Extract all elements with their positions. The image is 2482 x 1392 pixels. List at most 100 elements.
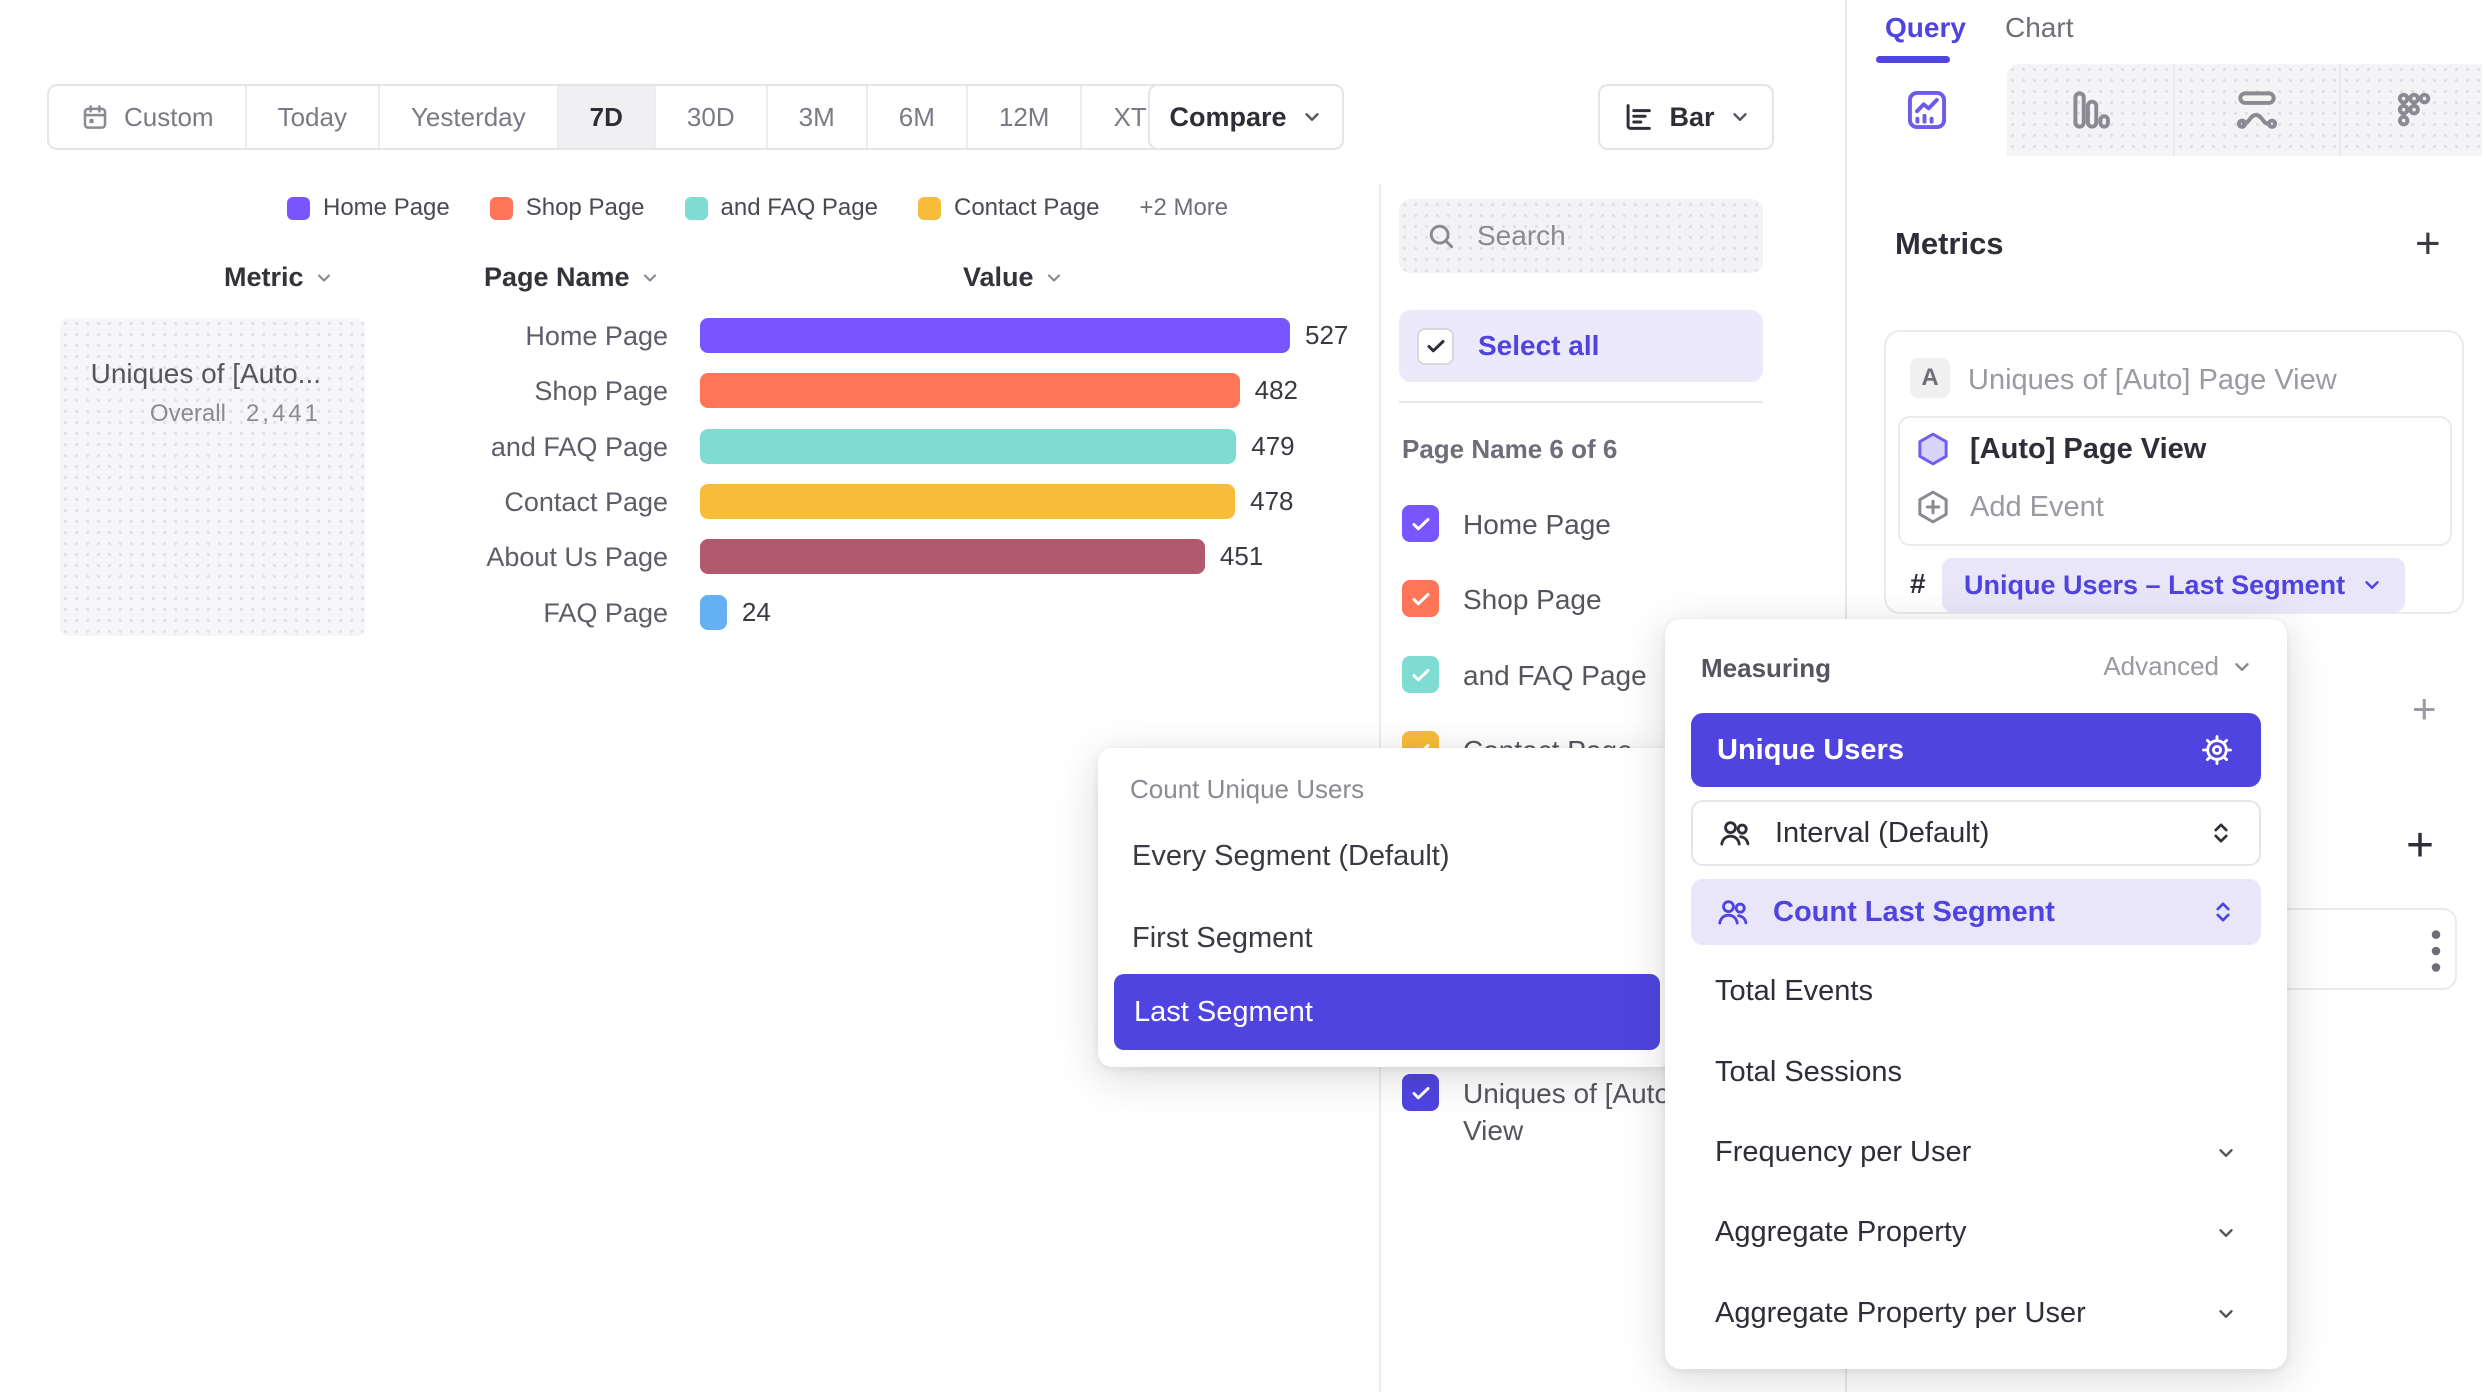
legend-label: Home Page bbox=[323, 194, 450, 221]
count-last-segment-row[interactable]: Count Last Segment bbox=[1691, 879, 2261, 945]
add-metric-button[interactable]: + bbox=[2415, 219, 2441, 268]
date-range-label: 3M bbox=[798, 101, 835, 132]
popup-title: Measuring bbox=[1701, 653, 1832, 683]
date-range-12m[interactable]: 12M bbox=[968, 86, 1083, 148]
row-label: Contact Page bbox=[504, 487, 668, 517]
tab-flows[interactable] bbox=[2339, 64, 2482, 156]
add-event-row[interactable]: Add Event bbox=[1914, 488, 2104, 526]
date-range-6m[interactable]: 6M bbox=[868, 86, 968, 148]
legend-swatch bbox=[489, 196, 513, 220]
advanced-toggle[interactable]: Advanced bbox=[2103, 651, 2253, 682]
compare-button[interactable]: Compare bbox=[1148, 84, 1344, 150]
value-bar[interactable] bbox=[700, 318, 1290, 353]
value-bar[interactable] bbox=[700, 595, 727, 630]
segment-checkbox[interactable] bbox=[1402, 656, 1439, 693]
compare-label: Compare bbox=[1169, 101, 1287, 132]
option-aggregate-property[interactable]: Aggregate Property bbox=[1715, 1216, 2237, 1249]
overall-label: Overall bbox=[149, 400, 226, 427]
date-range-today[interactable]: Today bbox=[247, 86, 380, 148]
option-aggregate-property-per-user[interactable]: Aggregate Property per User bbox=[1715, 1297, 2237, 1330]
option-every-segment[interactable]: Every Segment (Default) bbox=[1132, 840, 1450, 872]
select-all-checkbox[interactable] bbox=[1417, 327, 1454, 365]
measure-dropdown-label: Unique Users – Last Segment bbox=[1964, 569, 2346, 600]
segment-checkbox[interactable] bbox=[1402, 580, 1439, 617]
metric-card-title: Uniques of [Auto] Page View bbox=[1968, 364, 2337, 396]
option-frequency-per-user[interactable]: Frequency per User bbox=[1715, 1136, 2237, 1169]
metric-summary-card[interactable]: Uniques of [Auto... Overall 2,441 bbox=[60, 318, 365, 636]
kebab-menu-icon[interactable] bbox=[2429, 928, 2443, 974]
check-icon bbox=[1412, 668, 1429, 681]
segment-checkbox[interactable] bbox=[1402, 1074, 1439, 1111]
stepper-icon bbox=[2207, 819, 2235, 847]
date-range-label: Custom bbox=[124, 101, 214, 132]
row-label: Shop Page bbox=[534, 376, 668, 406]
table-row: 479 bbox=[700, 429, 1295, 464]
option-first-segment[interactable]: First Segment bbox=[1132, 922, 1313, 954]
tab-retention[interactable] bbox=[2173, 64, 2339, 156]
legend-item[interactable]: Home Page bbox=[287, 194, 450, 222]
chevron-down-icon bbox=[643, 273, 656, 282]
tab-funnels[interactable] bbox=[2007, 64, 2173, 156]
gear-icon[interactable] bbox=[2199, 732, 2235, 768]
check-icon bbox=[1412, 517, 1429, 530]
unique-users-label: Unique Users bbox=[1717, 733, 1904, 766]
legend-item[interactable]: Contact Page bbox=[917, 194, 1099, 222]
flows-icon bbox=[2397, 92, 2430, 127]
segment-item-shop-page[interactable]: Shop Page bbox=[1402, 580, 1602, 618]
column-header-metric[interactable]: Metric bbox=[224, 262, 334, 293]
date-range-custom[interactable]: Custom bbox=[49, 86, 247, 148]
value-bar[interactable] bbox=[700, 429, 1237, 464]
date-range-label: 7D bbox=[589, 101, 623, 132]
legend-label: Shop Page bbox=[525, 194, 645, 221]
tab-insights[interactable] bbox=[1847, 64, 2007, 156]
column-header-page-name[interactable]: Page Name bbox=[484, 262, 660, 293]
legend-more[interactable]: +2 More bbox=[1139, 194, 1229, 221]
funnels-icon bbox=[2073, 91, 2110, 129]
search-input[interactable] bbox=[1477, 220, 1717, 252]
segment-checkbox[interactable] bbox=[1402, 505, 1439, 542]
bar-value: 527 bbox=[1305, 320, 1349, 350]
select-all-row[interactable]: Select all bbox=[1399, 310, 1763, 382]
column-header-value[interactable]: Value bbox=[963, 262, 1064, 293]
event-row[interactable]: [Auto] Page View bbox=[1914, 430, 2206, 468]
legend-item[interactable]: and FAQ Page bbox=[684, 194, 878, 222]
measuring-popup: Measuring Advanced Unique Users bbox=[1665, 619, 2287, 1369]
segment-search bbox=[1399, 199, 1763, 273]
date-range-label: Yesterday bbox=[410, 101, 526, 132]
date-range-7d[interactable]: 7D bbox=[558, 86, 656, 148]
measure-dropdown[interactable]: Unique Users – Last Segment bbox=[1942, 558, 2406, 612]
date-range-label: 12M bbox=[998, 101, 1050, 132]
segment-label: Shop Page bbox=[1463, 584, 1602, 615]
row-label: Home Page bbox=[525, 321, 668, 351]
column-header-label: Metric bbox=[224, 262, 304, 292]
value-bar[interactable] bbox=[700, 539, 1205, 574]
value-bar[interactable] bbox=[700, 373, 1240, 408]
add-breakdown-button[interactable]: + bbox=[2406, 819, 2435, 872]
metric-card: A Uniques of [Auto] Page View [Auto] Pag… bbox=[1884, 330, 2464, 614]
chevron-down-icon bbox=[317, 273, 330, 282]
chevron-down-icon bbox=[2219, 1148, 2233, 1157]
segment-item-home-page[interactable]: Home Page bbox=[1402, 505, 1611, 543]
date-range-yesterday[interactable]: Yesterday bbox=[380, 86, 559, 148]
option-unique-users-selected[interactable]: Unique Users bbox=[1691, 713, 2261, 787]
table-row: 451 bbox=[700, 539, 1263, 574]
chevron-down-icon bbox=[2219, 1309, 2233, 1318]
tab-chart[interactable]: Chart bbox=[2005, 12, 2074, 43]
chart-type-button[interactable]: Bar bbox=[1598, 84, 1774, 150]
option-total-events[interactable]: Total Events bbox=[1715, 975, 1873, 1007]
option-total-sessions[interactable]: Total Sessions bbox=[1715, 1056, 1902, 1088]
date-range-30d[interactable]: 30D bbox=[656, 86, 768, 148]
interval-default-row[interactable]: Interval (Default) bbox=[1691, 800, 2261, 866]
retention-icon bbox=[2236, 91, 2278, 129]
metrics-heading: Metrics bbox=[1895, 226, 2004, 261]
value-bar[interactable] bbox=[700, 484, 1236, 519]
legend-item[interactable]: Shop Page bbox=[489, 194, 645, 222]
option-last-segment-selected[interactable]: Last Segment bbox=[1114, 974, 1660, 1050]
count-unique-users-popup: Count Unique Users Every Segment (Defaul… bbox=[1098, 748, 1676, 1067]
tab-query[interactable]: Query bbox=[1885, 12, 1966, 43]
report-type-tabs bbox=[1847, 64, 2482, 156]
date-range-3m[interactable]: 3M bbox=[768, 86, 868, 148]
add-filter-button[interactable]: + bbox=[2412, 685, 2437, 732]
segment-item-and-faq-page[interactable]: and FAQ Page bbox=[1402, 656, 1647, 694]
event-card: [Auto] Page View Add Event bbox=[1898, 416, 2452, 546]
